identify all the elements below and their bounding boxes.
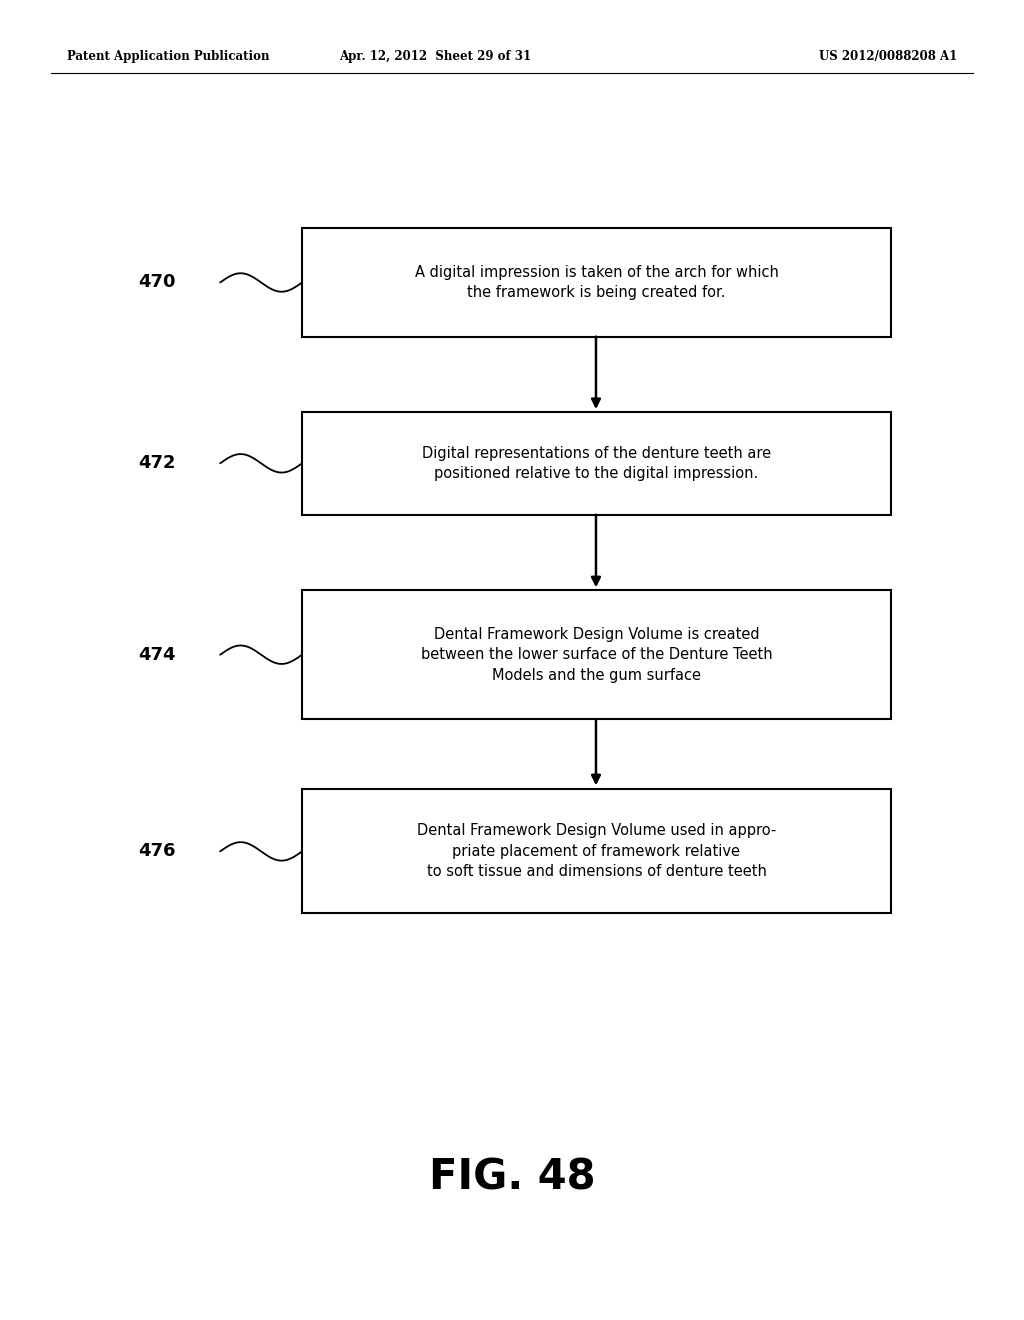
Bar	[302, 590, 891, 719]
Text: Digital representations of the denture teeth are
positioned relative to the digi: Digital representations of the denture t…	[422, 446, 771, 480]
Bar	[302, 228, 891, 337]
Text: 470: 470	[138, 273, 176, 292]
Text: 474: 474	[138, 645, 176, 664]
Text: Dental Framework Design Volume used in appro-
priate placement of framework rela: Dental Framework Design Volume used in a…	[417, 824, 776, 879]
Text: FIG. 48: FIG. 48	[429, 1156, 595, 1199]
Text: Dental Framework Design Volume is created
between the lower surface of the Dentu: Dental Framework Design Volume is create…	[421, 627, 772, 682]
Bar	[302, 789, 891, 913]
Text: 476: 476	[138, 842, 176, 861]
Bar	[302, 412, 891, 515]
Text: Apr. 12, 2012  Sheet 29 of 31: Apr. 12, 2012 Sheet 29 of 31	[339, 50, 531, 63]
Text: 472: 472	[138, 454, 176, 473]
Text: A digital impression is taken of the arch for which
the framework is being creat: A digital impression is taken of the arc…	[415, 265, 778, 300]
Text: Patent Application Publication: Patent Application Publication	[67, 50, 269, 63]
Text: US 2012/0088208 A1: US 2012/0088208 A1	[819, 50, 957, 63]
